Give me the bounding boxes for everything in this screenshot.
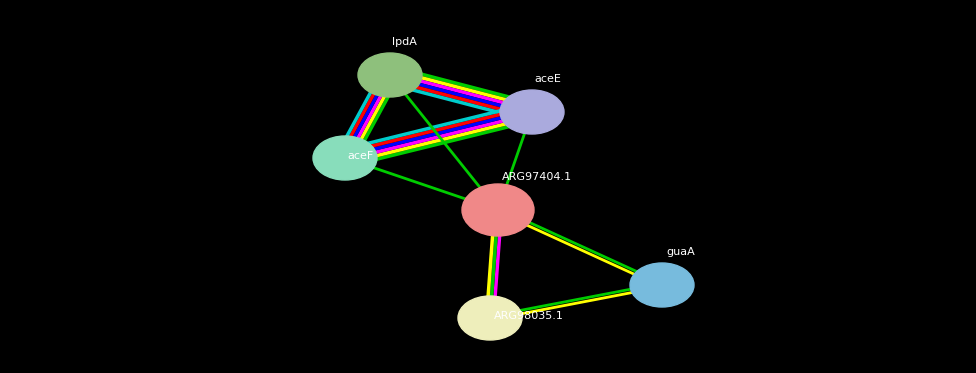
- Ellipse shape: [458, 296, 522, 340]
- Ellipse shape: [358, 53, 422, 97]
- Ellipse shape: [462, 184, 534, 236]
- Text: lpdA: lpdA: [392, 37, 417, 47]
- Text: ARG97404.1: ARG97404.1: [502, 172, 572, 182]
- Text: guaA: guaA: [666, 247, 695, 257]
- Ellipse shape: [313, 136, 377, 180]
- Ellipse shape: [500, 90, 564, 134]
- Text: aceE: aceE: [534, 74, 561, 84]
- Text: ARG98035.1: ARG98035.1: [494, 311, 564, 321]
- Text: aceF: aceF: [347, 151, 373, 161]
- Ellipse shape: [630, 263, 694, 307]
